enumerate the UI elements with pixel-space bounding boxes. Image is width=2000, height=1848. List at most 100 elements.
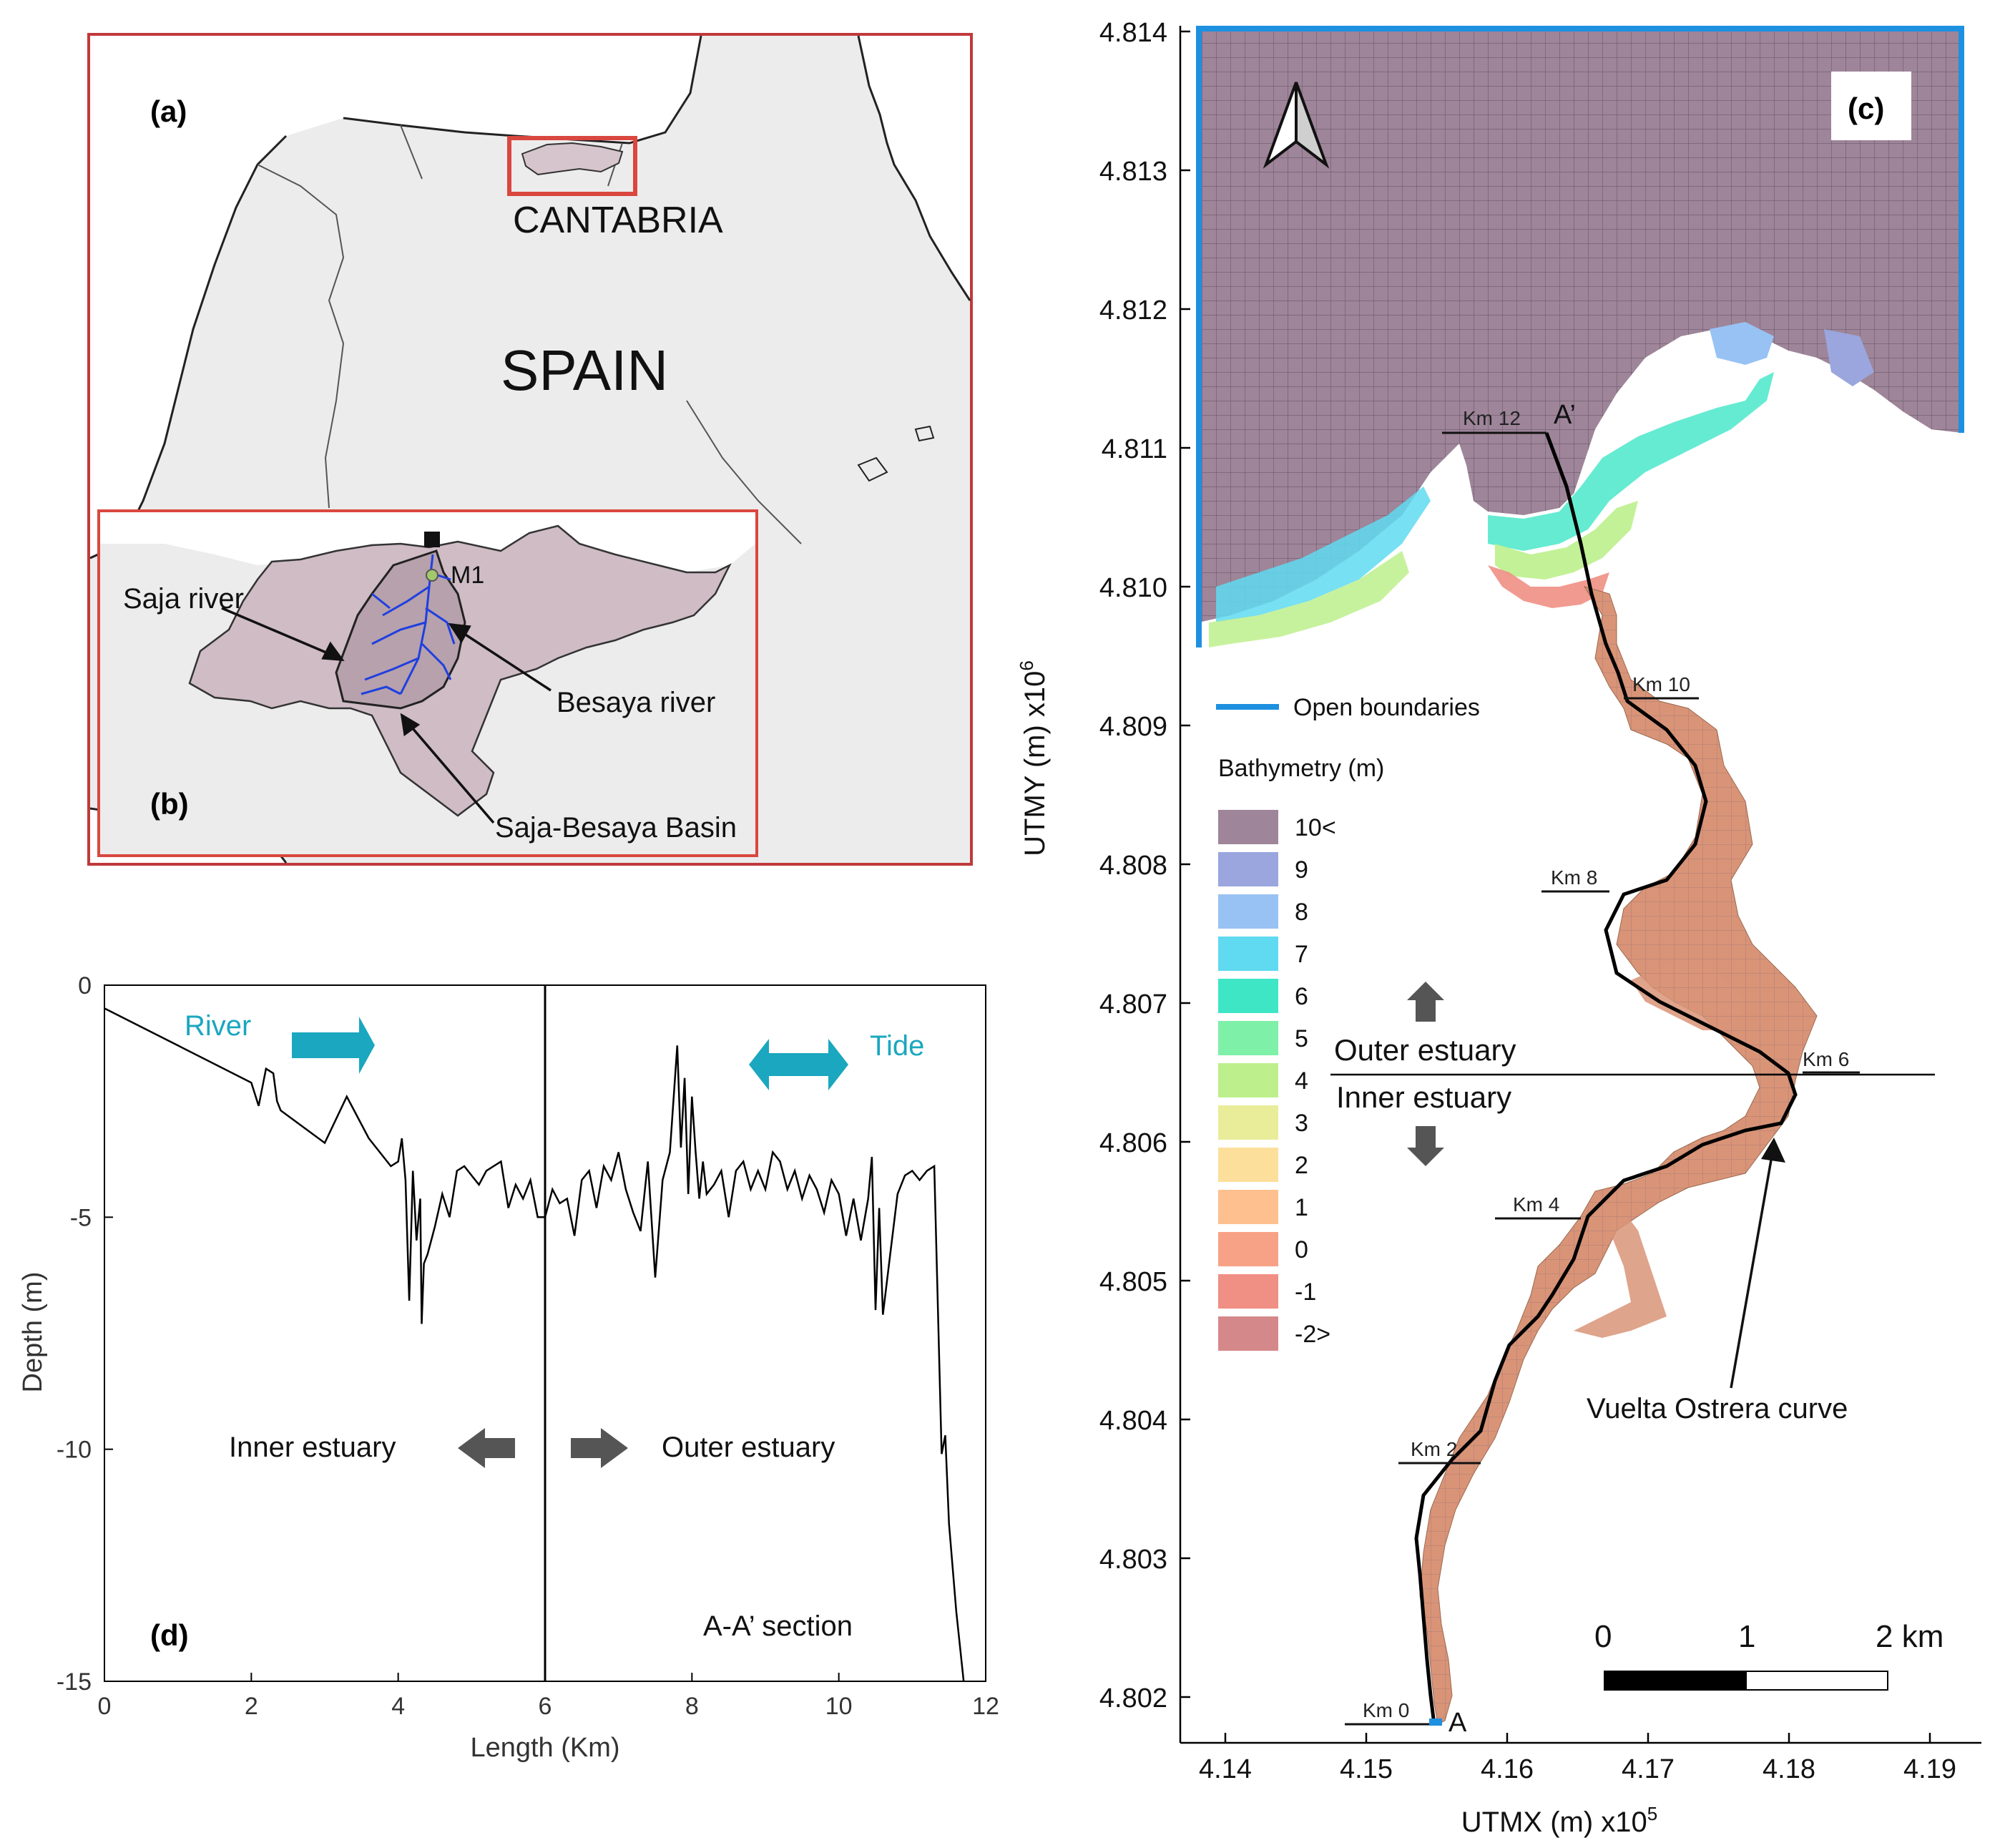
panel-a-label: (a): [150, 94, 187, 128]
bathymetry-legend-label: 9: [1295, 856, 1308, 884]
y-tick-label: 4.804: [1099, 1406, 1167, 1436]
bathymetry-legend-label: 5: [1295, 1025, 1308, 1052]
panel-c-axes: [1179, 26, 1981, 1744]
bathymetry-legend-label: 3: [1295, 1110, 1308, 1137]
bathymetry-legend-label: 10<: [1295, 814, 1336, 841]
inner-estuary-label: Inner estuary: [1336, 1080, 1511, 1114]
y-tick-label: 4.813: [1099, 157, 1167, 187]
cantabria-label: CANTABRIA: [513, 200, 723, 241]
chart-x-tick-label: 0: [98, 1693, 112, 1720]
point-a-prime-label: A’: [1554, 400, 1576, 430]
bathymetry-swatch: [1218, 937, 1278, 971]
bathymetry-legend-label: 0: [1295, 1236, 1308, 1263]
km-marker-6: Km 6: [1803, 1048, 1849, 1070]
estuary-direction-arrows: [1407, 982, 1444, 1166]
y-tick-label: 4.805: [1099, 1267, 1167, 1297]
chart-x-tick-label: 4: [391, 1693, 405, 1720]
balearic-islands: [857, 425, 935, 482]
bathymetry-swatch: [1218, 810, 1278, 844]
km-marker-12: Km 12: [1463, 407, 1521, 429]
panel-c-y-axis-label: UTMY (m) x106: [1016, 660, 1051, 856]
inner-direction-arrow-icon: [458, 1428, 515, 1468]
bathymetry-swatch: [1218, 979, 1278, 1013]
panel-c-x-axis-label: UTMX (m) x105: [1461, 1803, 1657, 1838]
chart-x-tick-label: 2: [245, 1693, 258, 1720]
y-tick-label: 4.806: [1099, 1128, 1167, 1158]
callout-besaya-river: Besaya river: [557, 687, 715, 718]
x-tick-label: 4.17: [1622, 1754, 1675, 1784]
river-annotation: River: [185, 1010, 251, 1042]
x-tick-label: 4.18: [1763, 1754, 1815, 1784]
y-tick-label: 4.811: [1102, 434, 1167, 464]
chart-x-tick-label: 12: [972, 1693, 999, 1720]
panel-c: 4.814 4.813 4.812 4.811 4.810 4.809 4.808 4.807…: [1016, 18, 1981, 1838]
bathymetry-swatch: [1218, 1063, 1278, 1097]
bathymetry-swatch: [1218, 1274, 1278, 1309]
bathymetry-swatch: [1218, 894, 1278, 929]
section-line-a-aprime: [1414, 432, 1798, 1725]
river-mouth-marker: [424, 532, 440, 547]
chart-x-tick-label: 8: [685, 1693, 699, 1720]
tide-annotation: Tide: [870, 1030, 924, 1062]
mesh-overlay-channel: [1420, 587, 1817, 1724]
km-marker-2: Km 2: [1411, 1438, 1457, 1460]
spain-label: SPAIN: [501, 338, 668, 402]
km-marker-lines: [1345, 431, 1860, 1726]
y-tick-label: 4.812: [1099, 295, 1167, 326]
chart-outer-estuary-label: Outer estuary: [662, 1432, 835, 1463]
y-tick-label: 4.808: [1099, 851, 1167, 881]
chart-y-axis-label: Depth (m): [18, 1272, 48, 1393]
bathymetry-legend-label: 8: [1295, 899, 1308, 926]
tide-bidirectional-arrow-icon: [749, 1039, 848, 1090]
outer-estuary-label: Outer estuary: [1334, 1033, 1516, 1067]
scale-label-0: 0: [1594, 1619, 1612, 1654]
chart-inner-estuary-label: Inner estuary: [229, 1432, 396, 1463]
chart-x-tick-label: 6: [539, 1693, 552, 1720]
panel-c-label-box: [1831, 72, 1911, 140]
panel-c-label: (c): [1848, 92, 1884, 125]
y-tick-label: 4.807: [1099, 989, 1167, 1020]
y-tick-label: 4.803: [1099, 1545, 1167, 1575]
bathymetry-legend-label: -2>: [1295, 1321, 1330, 1348]
panel-c-x-ticks: 4.14 4.15 4.16 4.17 4.18 4.19: [1199, 1733, 1956, 1784]
cantabria-highlight-box: [507, 136, 637, 196]
country-borders: [257, 124, 802, 544]
y-tick-label: 4.802: [1099, 1683, 1167, 1713]
panel-c-y-ticks: 4.814 4.813 4.812 4.811 4.810 4.809 4.808 4.807…: [1099, 18, 1190, 1713]
bathymetry-swatch: [1218, 1105, 1278, 1140]
north-arrow-icon: [1263, 82, 1330, 169]
bathymetry-swatch: [1218, 1190, 1278, 1224]
y-tick-label: 4.810: [1099, 573, 1167, 603]
callout-arrows: [221, 607, 552, 824]
curve-callout-arrow: [1730, 1138, 1785, 1389]
bathymetry-legend-label: 1: [1295, 1194, 1308, 1221]
bathymetry-legend-label: 7: [1295, 941, 1308, 968]
station-m1-label: M1: [451, 562, 484, 589]
panel-d-label: (d): [150, 1618, 189, 1652]
bathymetry-swatch: [1218, 1148, 1278, 1182]
section-annotation: A-A’ section: [703, 1610, 853, 1642]
x-tick-label: 4.19: [1903, 1754, 1956, 1784]
bathymetry-legend-label: 2: [1295, 1152, 1308, 1179]
chart-x-tick-label: 10: [825, 1693, 853, 1720]
bathymetry-legend-label: 4: [1295, 1067, 1308, 1095]
open-boundaries-label: Open boundaries: [1293, 694, 1480, 721]
open-boundaries-legend: Open boundaries: [1216, 694, 1480, 721]
bathymetry-legend-label: -1: [1295, 1279, 1316, 1306]
panel-b: M1 Saja river Besaya river Saja-Besaya B…: [97, 509, 758, 857]
station-m1-marker: [426, 569, 438, 582]
chart-y-tick-label: -10: [57, 1437, 92, 1464]
shallow-bands: [1209, 322, 1874, 647]
chart-y-tick-label: -5: [70, 1204, 92, 1231]
bathymetry-swatch: [1218, 1232, 1278, 1266]
chart-y-tick-label: 0: [78, 972, 92, 999]
river-flow-arrow-icon: [292, 1017, 375, 1074]
point-a-marker: [1429, 1719, 1442, 1726]
chart-x-axis-label: Length (Km): [470, 1733, 619, 1763]
x-tick-label: 4.16: [1481, 1754, 1534, 1784]
mesh-grid: [1199, 29, 1961, 622]
point-a-label: A: [1448, 1708, 1467, 1738]
bathymetry-swatch: [1218, 852, 1278, 886]
panel-b-label: (b): [150, 787, 189, 821]
bathymetry-swatch: [1218, 1021, 1278, 1055]
